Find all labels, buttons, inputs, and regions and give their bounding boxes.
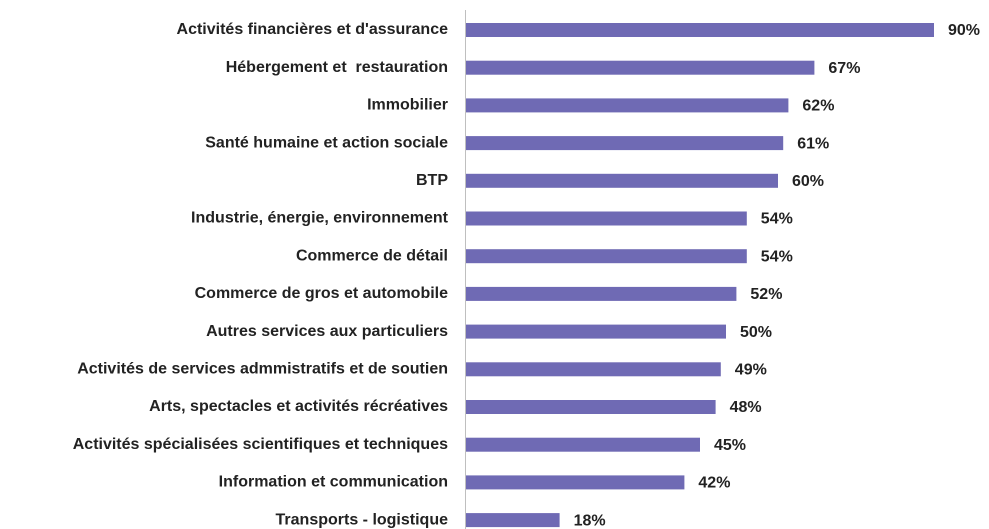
bar <box>466 136 784 151</box>
value-label: 49% <box>735 362 767 379</box>
bar <box>466 98 789 113</box>
category-label: Autres services aux particuliers <box>206 323 448 340</box>
value-label: 50% <box>740 324 772 341</box>
bar <box>466 60 815 75</box>
value-label: 60% <box>792 173 824 190</box>
category-label: Activités spécialisées scientifiques et … <box>73 436 448 453</box>
category-label: Commerce de détail <box>296 247 448 264</box>
value-label: 67% <box>828 60 860 77</box>
bar <box>466 437 700 452</box>
bar <box>466 475 685 490</box>
category-label: Hébergement et restauration <box>226 59 448 76</box>
value-label: 62% <box>802 98 834 115</box>
value-label: 42% <box>698 475 730 492</box>
bar <box>466 173 778 188</box>
value-label: 45% <box>714 437 746 454</box>
category-label: Arts, spectacles et activités récréative… <box>149 398 448 415</box>
bar <box>466 362 721 377</box>
category-label: Transports - logistique <box>276 511 449 528</box>
category-label: Industrie, énergie, environnement <box>191 210 449 227</box>
category-label: Activités de services admmistratifs et d… <box>77 361 448 378</box>
category-label: Santé humaine et action sociale <box>205 134 448 151</box>
bar <box>466 211 747 226</box>
bar <box>466 324 726 339</box>
value-label: 52% <box>750 286 782 303</box>
value-label: 18% <box>574 512 606 529</box>
value-label: 48% <box>730 399 762 416</box>
value-label: 54% <box>761 211 793 228</box>
category-label: Information et communication <box>219 474 448 491</box>
category-label: Commerce de gros et automobile <box>195 285 448 302</box>
bar <box>466 23 934 37</box>
value-label: 90% <box>948 22 980 39</box>
bar <box>466 513 560 528</box>
category-label: BTP <box>416 172 448 189</box>
category-label: Activités financières et d'assurance <box>177 21 449 38</box>
value-label: 61% <box>797 135 829 152</box>
category-label: Immobilier <box>367 97 448 114</box>
bar <box>466 286 737 301</box>
bar <box>466 400 716 414</box>
bar <box>466 249 747 264</box>
value-label: 54% <box>761 248 793 265</box>
